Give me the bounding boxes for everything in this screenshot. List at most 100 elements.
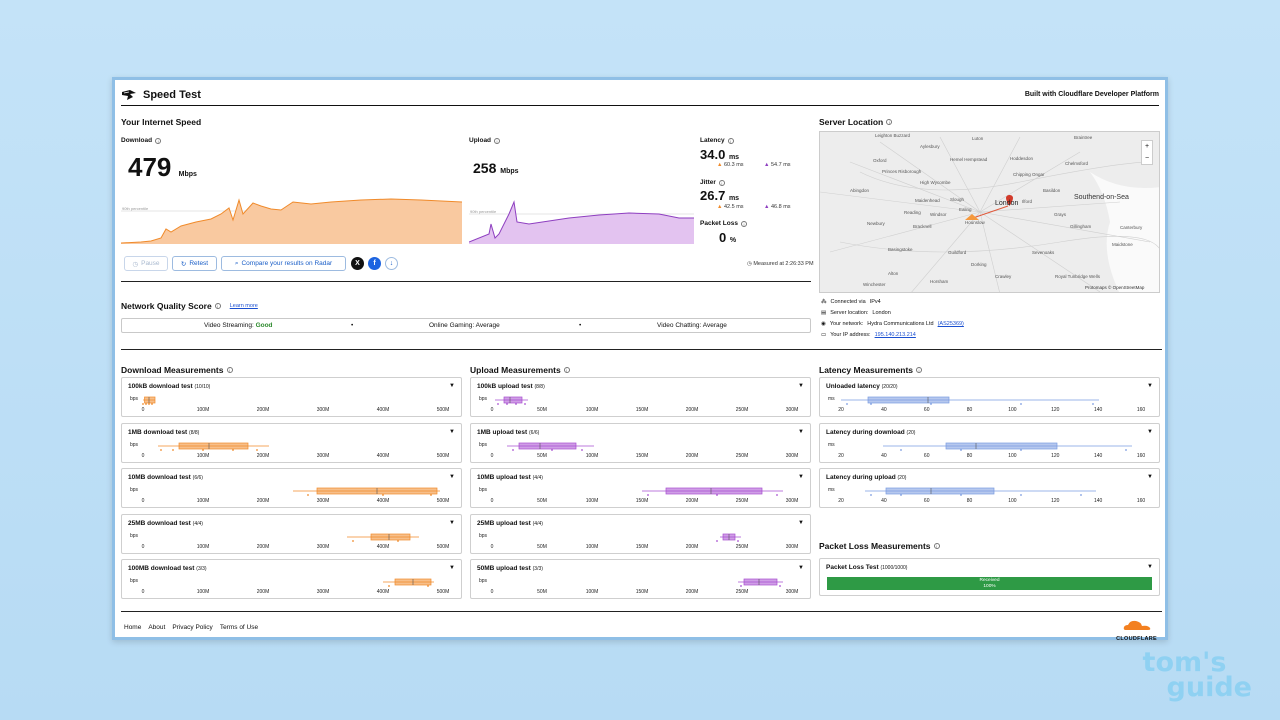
- measurement-card[interactable]: 1MB download test (8/8) ▼ bps 0 100M 200M 300M…: [121, 422, 462, 463]
- chevron-down-icon[interactable]: ▼: [449, 474, 455, 480]
- measurement-card[interactable]: 100kB upload test (8/8) ▼ bps 0 50M 100M 150M 2…: [470, 377, 811, 417]
- measurement-card[interactable]: 1MB upload test (6/6) ▼ bps 0 50M 100M 150M 200…: [470, 422, 811, 463]
- location-pin-icon: ◉: [821, 321, 826, 327]
- measurement-card[interactable]: 100kB download test (10/10) ▼ bps 0 100M 200M…: [121, 377, 462, 417]
- axis-tick: 500M: [436, 407, 450, 413]
- server-map[interactable]: Leighton Buzzard Luton Braintree Aylesbu…: [819, 131, 1160, 293]
- chevron-down-icon[interactable]: ▼: [449, 519, 455, 526]
- axis-tick: 40: [881, 407, 887, 413]
- chevron-down-icon[interactable]: ▼: [1147, 474, 1153, 480]
- measurement-card[interactable]: Latency during upload (20) ▼ ms 20 40 60 80 100…: [819, 468, 1160, 508]
- footer-privacy-link[interactable]: Privacy Policy: [172, 624, 213, 631]
- chevron-down-icon[interactable]: ▼: [449, 565, 455, 571]
- measurement-card[interactable]: 10MB download test (6/6) ▼ bps 0 100M 200M 300…: [121, 468, 462, 508]
- measurement-card[interactable]: 50MB upload test (3/3) ▼ bps 0 50M 100M 150M 20…: [470, 559, 811, 599]
- chevron-down-icon[interactable]: ▼: [1147, 383, 1153, 389]
- packet-loss-measurements-title: Packet Loss Measurements i: [819, 541, 940, 551]
- chevron-down-icon[interactable]: ▼: [798, 474, 804, 480]
- footer-about-link[interactable]: About: [148, 624, 166, 631]
- axis-tick: 150M: [635, 498, 649, 504]
- info-icon[interactable]: i: [155, 137, 162, 144]
- axis-tick: 500M: [436, 543, 450, 550]
- chevron-down-icon[interactable]: ▼: [798, 565, 804, 571]
- measurement-card[interactable]: Latency during download (20) ▼ ms 20 40 60 80 1…: [819, 422, 1160, 463]
- footer-terms-link[interactable]: Terms of Use: [219, 624, 259, 631]
- packet-loss-card[interactable]: Packet Loss Test (1000/1000) ▼ Received 1…: [819, 558, 1160, 596]
- axis-tick: 400M: [376, 589, 390, 595]
- box: [665, 487, 763, 495]
- info-icon[interactable]: i: [727, 137, 734, 144]
- info-icon[interactable]: i: [718, 179, 725, 186]
- facebook-share-icon[interactable]: f: [368, 257, 381, 270]
- asn-link[interactable]: (AS25369): [937, 321, 964, 327]
- measurement-card[interactable]: 100MB download test (3/3) ▼ bps 0 100M 200M 30…: [121, 559, 462, 599]
- info-icon[interactable]: i: [886, 119, 893, 125]
- axis-tick: 300M: [316, 452, 330, 459]
- info-icon[interactable]: i: [916, 367, 923, 373]
- info-icon[interactable]: i: [214, 303, 221, 309]
- measurement-card[interactable]: 10MB upload test (4/4) ▼ bps 0 50M 100M 150M 20…: [470, 468, 811, 508]
- info-icon[interactable]: i: [226, 367, 233, 373]
- info-icon[interactable]: i: [740, 220, 747, 227]
- axis-tick: 300M: [316, 407, 330, 413]
- chevron-down-icon[interactable]: ▼: [1147, 564, 1153, 570]
- pause-button[interactable]: ◷ Pause: [124, 256, 168, 271]
- x-share-icon[interactable]: X: [351, 257, 364, 270]
- data-point: [737, 539, 739, 542]
- axis-tick: 250M: [735, 452, 749, 459]
- axis-tick: 100M: [196, 589, 210, 595]
- chevron-down-icon[interactable]: ▼: [449, 428, 455, 435]
- unit-label: bps: [479, 396, 488, 402]
- axis-tick: 60: [923, 498, 930, 504]
- axis-tick: 200M: [685, 407, 699, 413]
- download-icon[interactable]: ↓: [385, 257, 398, 270]
- axis-tick: 60: [923, 407, 930, 413]
- chevron-down-icon[interactable]: ▼: [798, 428, 804, 435]
- data-point: [716, 494, 718, 496]
- data-point: [1020, 494, 1022, 496]
- data-point: [960, 494, 962, 496]
- info-icon[interactable]: i: [563, 367, 570, 373]
- latency-measurements-title: Latency Measurements i: [819, 365, 923, 375]
- data-point: [900, 494, 902, 496]
- learn-more-link[interactable]: Learn more: [229, 303, 258, 309]
- axis-tick: 80: [966, 407, 973, 413]
- box-plot: [883, 442, 1132, 451]
- connected-via-row: ⁂ Connected via IPv4: [821, 299, 881, 305]
- compare-radar-button[interactable]: ⌕ Compare your results on Radar: [221, 256, 346, 271]
- data-point: [647, 494, 649, 496]
- axis-tick: 300M: [785, 452, 799, 459]
- download-percentile-text: 90th percentile: [122, 206, 149, 211]
- axis-tick: 250M: [735, 407, 749, 413]
- box: [885, 487, 995, 495]
- axis-tick: 140: [1093, 407, 1103, 413]
- data-point: [172, 448, 174, 451]
- card-title: Latency during download (20): [826, 428, 916, 436]
- measurement-card[interactable]: Unloaded latency (20/20) ▼ ms 20 40 60 80 100 12…: [819, 377, 1160, 417]
- info-icon[interactable]: i: [933, 543, 940, 549]
- chevron-down-icon[interactable]: ▼: [1147, 428, 1153, 435]
- chevron-down-icon[interactable]: ▼: [449, 383, 455, 389]
- footer-home-link[interactable]: Home: [124, 624, 142, 631]
- axis-tick: 150M: [635, 589, 649, 595]
- separator-dot: •: [579, 322, 582, 329]
- zoom-controls[interactable]: + −: [1141, 140, 1153, 165]
- box: [743, 578, 778, 586]
- chevron-down-icon[interactable]: ▼: [798, 383, 804, 389]
- info-icon[interactable]: i: [494, 137, 501, 144]
- server-icon: ▤: [821, 310, 827, 316]
- latency-label: Latency i: [700, 137, 734, 144]
- ip-link[interactable]: 195.140.213.214: [874, 332, 916, 338]
- built-with-label: Built with Cloudflare Developer Platform: [1024, 91, 1159, 98]
- unit-label: bps: [130, 578, 139, 584]
- retest-button[interactable]: ↻ Retest: [172, 256, 217, 271]
- measurement-card[interactable]: 25MB download test (4/4) ▼ bps 0 100M 200M 300…: [121, 513, 462, 554]
- card-title: 10MB download test (6/6): [128, 474, 203, 481]
- axis-tick: 500M: [436, 498, 450, 504]
- chevron-down-icon[interactable]: ▼: [798, 519, 804, 526]
- upload-line: [469, 200, 694, 243]
- axis-tick: 300M: [785, 543, 799, 550]
- measurement-card[interactable]: 25MB upload test (4/4) ▼ bps 0 50M 100M 150M 20…: [470, 513, 811, 554]
- box: [518, 442, 577, 449]
- upload-measurements-title: Upload Measurements i: [470, 365, 570, 375]
